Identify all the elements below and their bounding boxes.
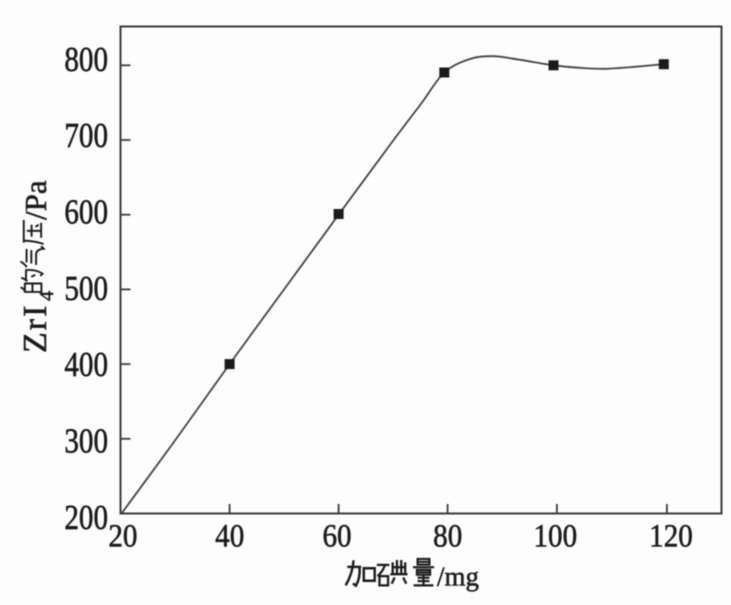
- svg-text:800: 800: [64, 41, 108, 79]
- svg-text:40: 40: [215, 517, 244, 554]
- svg-text:300: 300: [64, 422, 108, 460]
- svg-text:60: 60: [322, 517, 351, 554]
- svg-text:/mg: /mg: [437, 562, 479, 592]
- svg-text:100: 100: [533, 517, 577, 554]
- svg-text:600: 600: [64, 193, 108, 231]
- svg-text:200: 200: [64, 499, 108, 537]
- svg-text:/Pa: /Pa: [18, 180, 53, 220]
- svg-text:400: 400: [64, 346, 108, 384]
- svg-text:ZrI: ZrI: [17, 304, 54, 353]
- svg-text:20: 20: [108, 517, 137, 554]
- svg-text:120: 120: [649, 517, 693, 554]
- svg-text:80: 80: [433, 517, 462, 554]
- svg-text:4: 4: [36, 291, 58, 301]
- svg-text:500: 500: [64, 270, 108, 308]
- svg-text:700: 700: [64, 117, 108, 155]
